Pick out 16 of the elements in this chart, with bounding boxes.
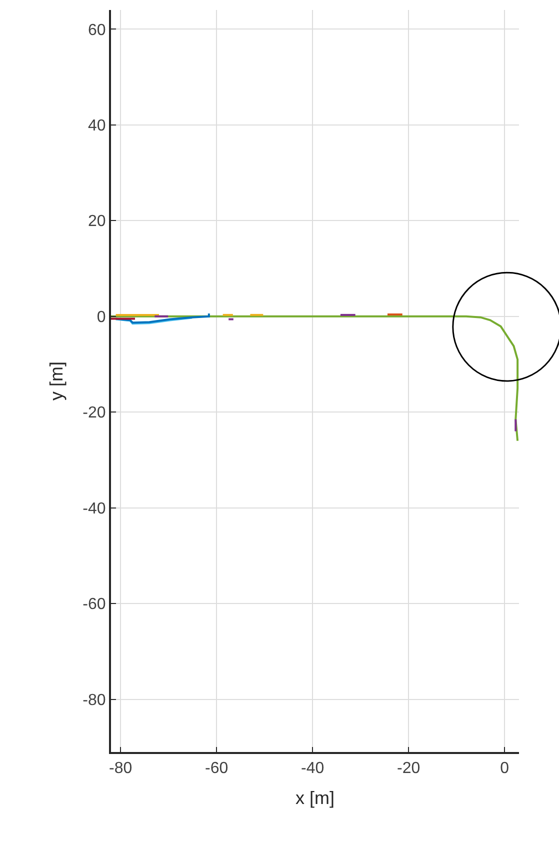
y-tick-label: 60 [88, 22, 106, 39]
x-tick-label: -80 [109, 760, 132, 778]
y-tick-label: -40 [82, 500, 106, 518]
x-tick-label: -20 [397, 760, 420, 778]
x-tick-label: -40 [301, 760, 324, 778]
y-tick-label: -80 [82, 692, 106, 709]
x-tick-label: 0 [500, 760, 510, 778]
y-tick-label: -20 [82, 404, 106, 422]
x-axis-title: x [m] [296, 788, 334, 808]
y-tick-label: 40 [88, 117, 106, 134]
y-tick-label: -60 [82, 596, 106, 614]
y-axis-title: y [m] [46, 362, 66, 400]
line-series [111, 315, 519, 442]
x-tick-label: -60 [205, 760, 228, 778]
y-tick-label: 20 [88, 213, 106, 230]
y-tick-label: 0 [96, 308, 106, 326]
